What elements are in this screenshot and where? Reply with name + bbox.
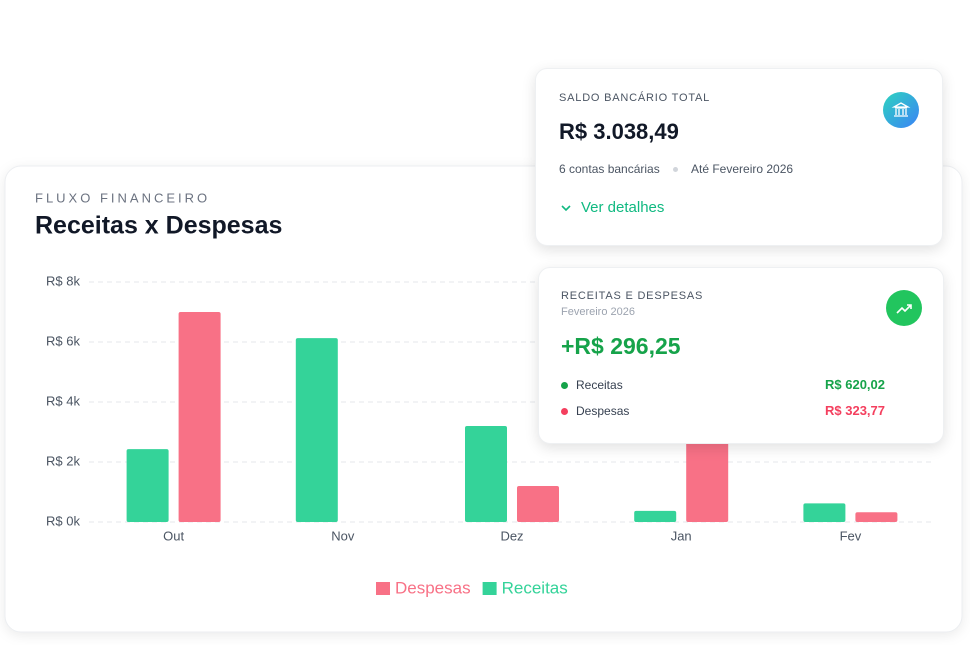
- trend-icon: [886, 290, 922, 326]
- balance-card: SALDO BANCÁRIO TOTAL R$ 3.038,49 6 conta…: [535, 68, 943, 246]
- card-title: SALDO BANCÁRIO TOTAL: [559, 92, 711, 104]
- bar: [634, 510, 677, 522]
- x-tick-label: Nov: [331, 528, 355, 543]
- balance-amount: R$ 3.038,49: [559, 119, 679, 144]
- row-label: Despesas: [561, 404, 629, 418]
- x-tick-label: Dez: [500, 528, 523, 543]
- legend-label: Receitas: [502, 578, 568, 597]
- net-amount: +R$ 296,25: [561, 333, 681, 359]
- summary-card: RECEITAS E DESPESAS Fevereiro 2026 +R$ 2…: [538, 267, 944, 444]
- legend-dot: [561, 382, 568, 390]
- row-label: Receitas: [561, 378, 623, 392]
- bar: [517, 486, 559, 522]
- accounts: 6 contas bancárias: [559, 162, 660, 176]
- x-tick-label: Out: [163, 528, 184, 543]
- period: Até Fevereiro 2026: [691, 162, 794, 176]
- bar: [295, 338, 338, 522]
- x-tick-label: Fev: [840, 528, 862, 543]
- legend-label: Despesas: [395, 578, 471, 597]
- bar: [465, 426, 507, 522]
- label: Receitas: [576, 378, 623, 392]
- details-link[interactable]: Ver detalhes: [581, 199, 665, 216]
- legend-swatch: [482, 582, 497, 595]
- y-tick-label: R$ 8k: [46, 273, 80, 288]
- label: Despesas: [576, 404, 630, 418]
- bar: [803, 503, 846, 522]
- chart-overline: FLUXO FINANCEIRO: [35, 190, 210, 205]
- y-tick-label: R$ 2k: [46, 453, 80, 468]
- card-subtitle: Fevereiro 2026: [561, 306, 635, 318]
- plot: R$ 0k R$ 2k R$ 4k R$ 6k R$ 8k Out Nov Dez Jan Fev…: [46, 273, 935, 597]
- legend-dot: [561, 408, 568, 416]
- y-tick-label: R$ 0k: [46, 513, 80, 528]
- bank-icon: [883, 92, 919, 128]
- bar: [126, 449, 169, 522]
- separator-dot: [673, 167, 678, 172]
- y-tick-label: R$ 6k: [46, 333, 80, 348]
- card-title: RECEITAS E DESPESAS: [561, 290, 704, 302]
- row-value: R$ 323,77: [825, 403, 885, 418]
- bar: [178, 312, 221, 522]
- row-value: R$ 620,02: [825, 377, 885, 392]
- x-tick-label: Jan: [671, 528, 692, 543]
- bar: [686, 441, 729, 522]
- chart-title: Receitas x Despesas: [35, 212, 282, 240]
- legend-swatch: [376, 582, 390, 595]
- bar: [855, 512, 898, 522]
- chevron-icon: [561, 205, 571, 212]
- y-tick-label: R$ 4k: [46, 393, 80, 408]
